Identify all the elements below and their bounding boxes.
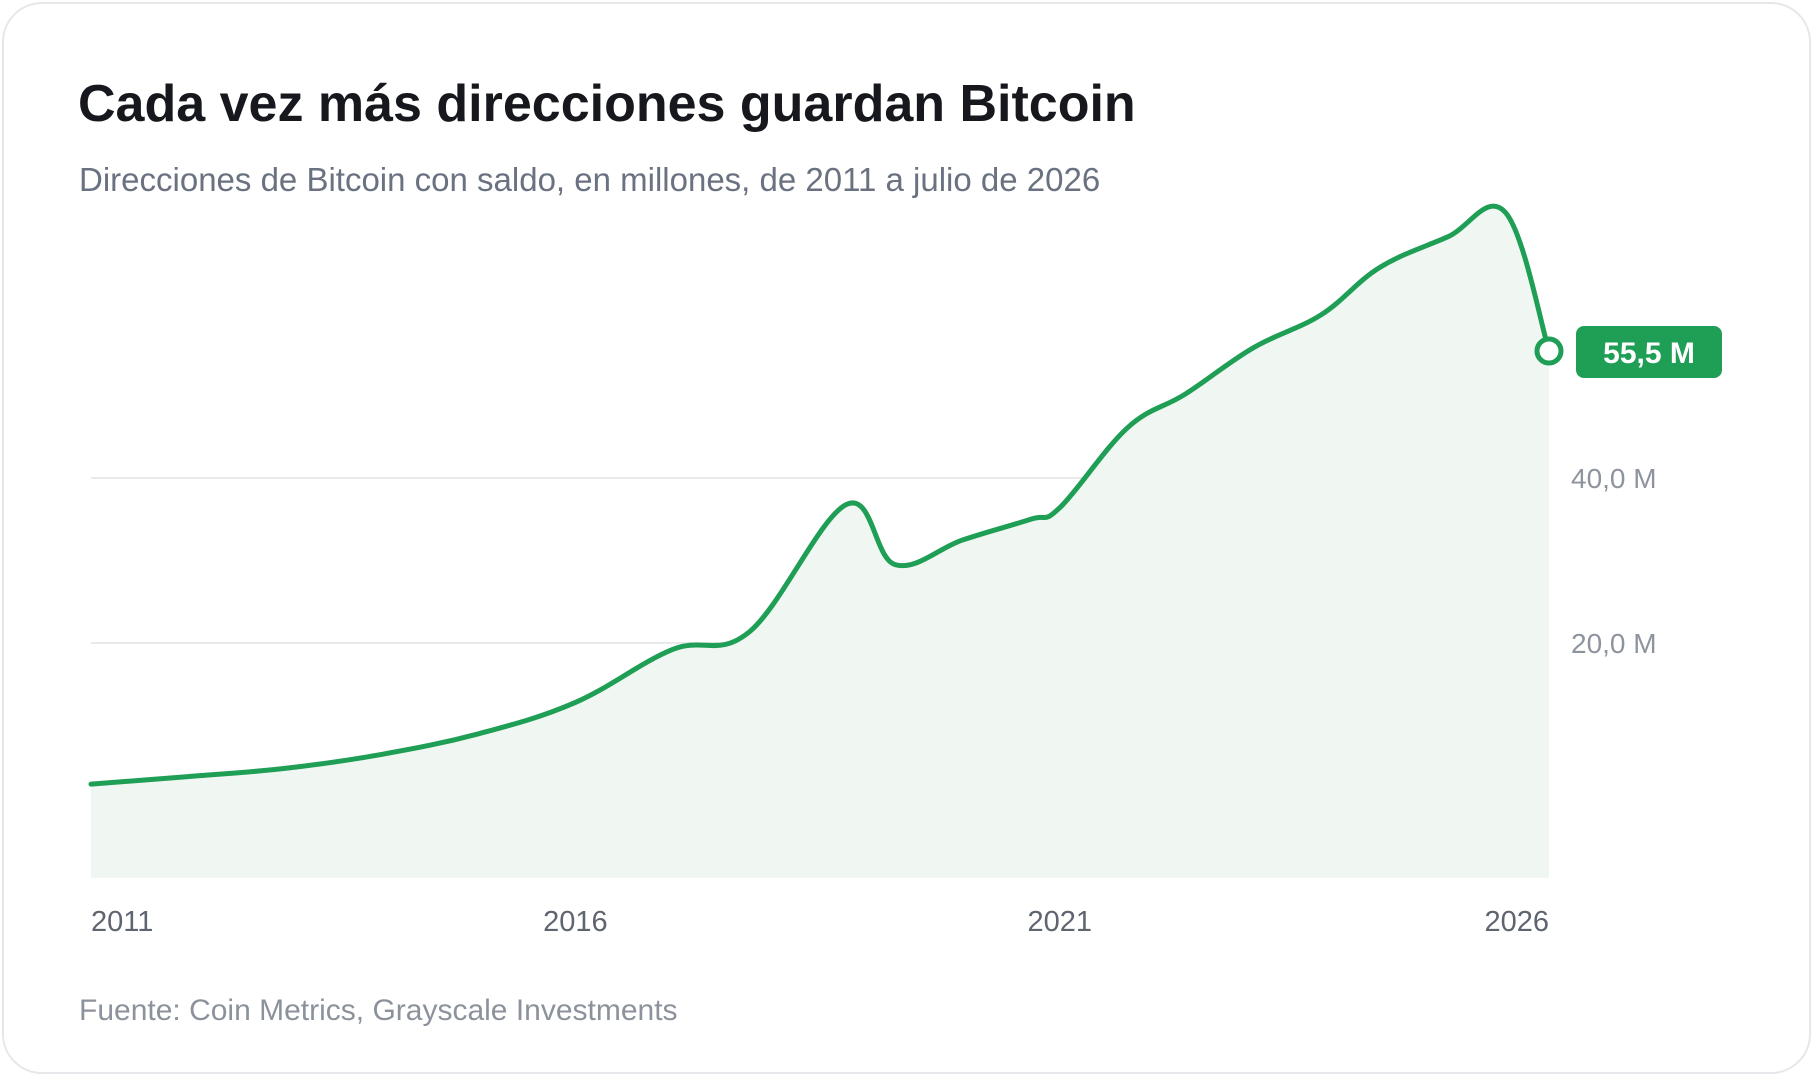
y-tick-label: 20,0 M xyxy=(1571,628,1657,659)
last-point-marker xyxy=(1534,336,1564,366)
x-tick-label: 2026 xyxy=(1484,906,1549,938)
chart-title: Cada vez más direcciones guardan Bitcoin xyxy=(78,75,1136,133)
last-value-badge: 55,5 M xyxy=(1576,326,1722,378)
series-line xyxy=(88,203,1552,787)
last-value-badge-bg xyxy=(1576,326,1722,378)
x-tick-label: 2021 xyxy=(1028,906,1093,938)
x-tick-label: 2011 xyxy=(91,906,153,938)
y-tick-label: 40,0 M xyxy=(1571,463,1657,494)
chart-subtitle: Direcciones de Bitcoin con saldo, en mil… xyxy=(79,161,1101,198)
last-value-label: 55,5 M xyxy=(1603,337,1695,370)
x-tick-label: 2016 xyxy=(543,906,608,938)
y-axis-labels: 20,0 M 40,0 M xyxy=(1571,463,1657,659)
chart-source: Fuente: Coin Metrics, Grayscale Investme… xyxy=(79,994,678,1027)
x-axis-labels: 2011 2016 2021 2026 xyxy=(91,906,1549,938)
area-fill xyxy=(91,206,1549,878)
